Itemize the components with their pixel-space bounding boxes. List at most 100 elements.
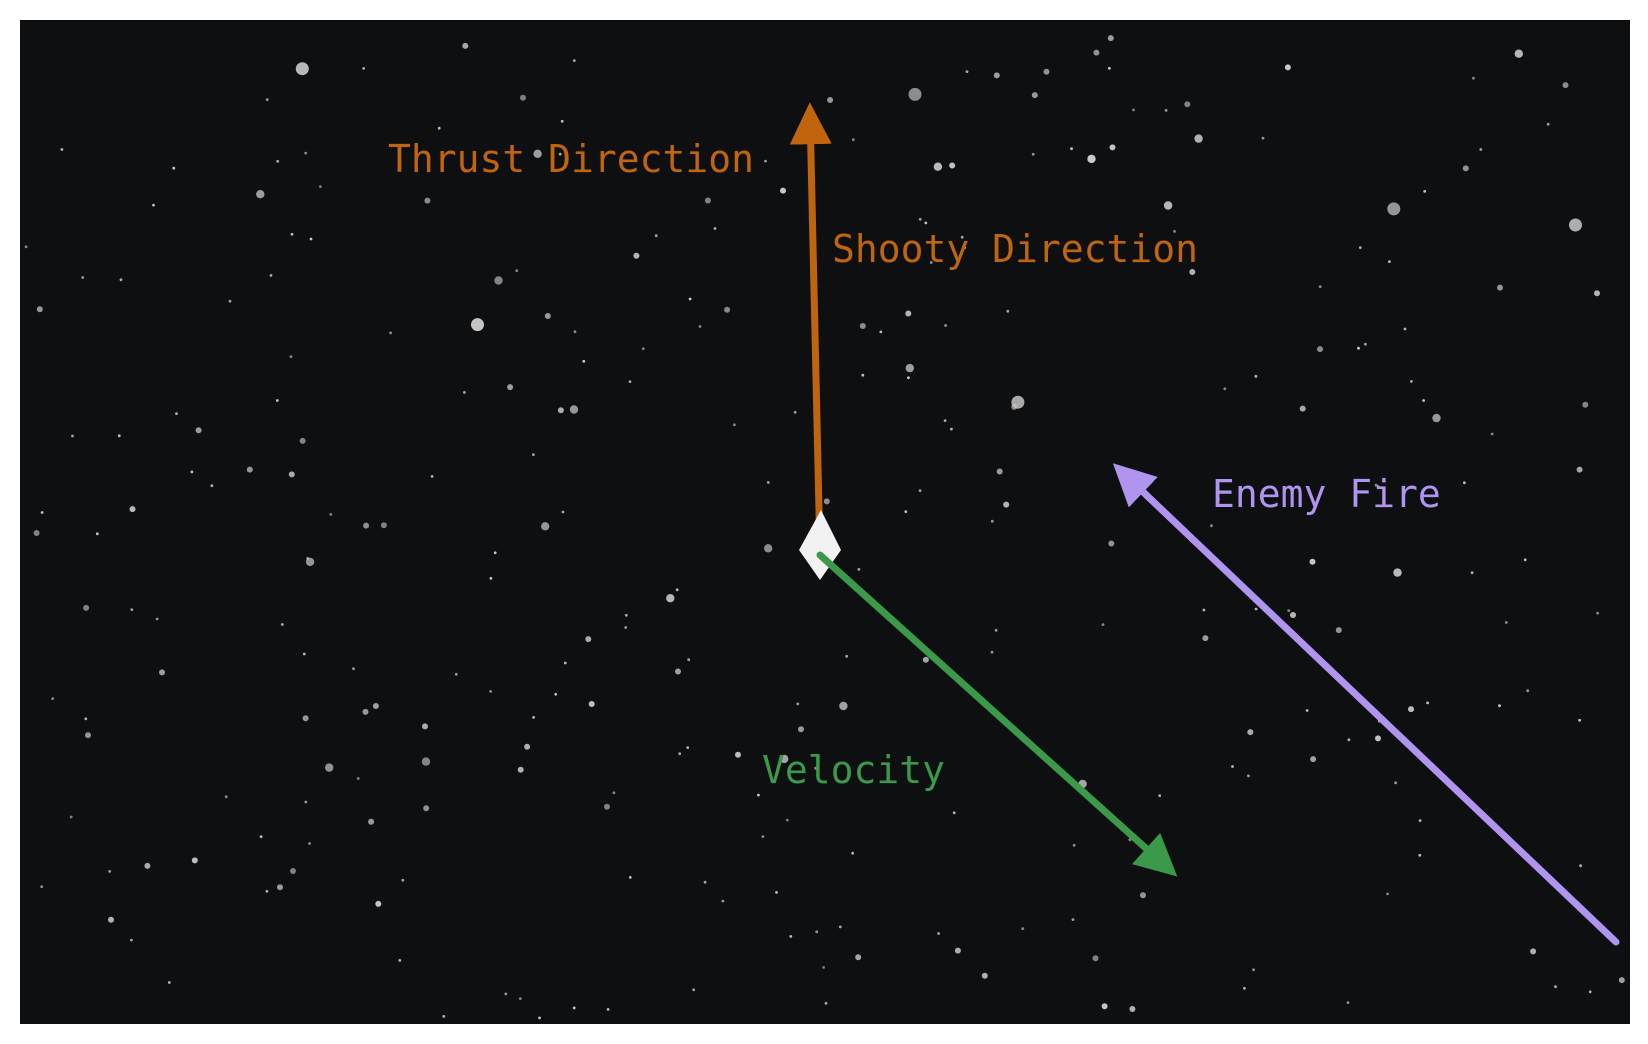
star-icon: [859, 323, 866, 329]
star-icon: [757, 793, 760, 797]
star-icon: [785, 818, 789, 822]
star-icon: [504, 992, 508, 996]
star-icon: [302, 715, 309, 722]
star-icon: [117, 434, 121, 438]
star-icon: [851, 138, 855, 142]
star-icon: [85, 732, 91, 739]
star-icon: [305, 557, 315, 567]
star-icon: [1426, 701, 1429, 705]
star-icon: [494, 276, 503, 285]
star-icon: [918, 489, 922, 492]
star-icon: [1462, 165, 1469, 172]
star-icon: [533, 149, 542, 158]
star-icon: [290, 868, 296, 874]
star-icon: [159, 669, 165, 676]
star-icon: [933, 162, 943, 171]
star-icon: [1184, 101, 1191, 108]
star-icon: [624, 626, 628, 629]
star-icon: [1576, 466, 1583, 473]
star-icon: [1243, 986, 1246, 990]
star-icon: [572, 1006, 576, 1010]
star-icon: [1569, 218, 1582, 232]
star-icon: [1108, 66, 1111, 70]
star-icon: [688, 297, 692, 301]
star-icon: [1070, 147, 1073, 151]
star-icon: [1101, 1003, 1108, 1010]
star-icon: [1310, 756, 1317, 763]
star-icon: [960, 235, 964, 239]
star-icon: [518, 997, 522, 1000]
star-icon: [1254, 374, 1258, 378]
star-icon: [1578, 718, 1581, 722]
star-icon: [861, 373, 865, 377]
star-icon: [280, 623, 284, 626]
star-icon: [588, 701, 595, 707]
star-icon: [1140, 892, 1146, 899]
star-icon: [1530, 948, 1537, 955]
star-icon: [259, 835, 263, 839]
star-icon: [81, 276, 85, 279]
star-icon: [1210, 524, 1213, 528]
star-icon: [1287, 609, 1291, 612]
star-icon: [666, 594, 675, 603]
vector-diagram: [24, 35, 1625, 1020]
star-icon: [1387, 202, 1401, 216]
star-icon: [965, 70, 969, 73]
star-icon: [990, 519, 994, 523]
star-icon: [462, 42, 469, 49]
star-icon: [389, 331, 392, 335]
star-icon: [308, 842, 311, 845]
star-icon: [1418, 819, 1422, 822]
star-icon: [1189, 269, 1196, 275]
star-icon: [375, 900, 382, 907]
star-icon: [1299, 405, 1306, 412]
star-icon: [454, 672, 458, 676]
star-icon: [1582, 401, 1589, 408]
star-icon: [442, 1015, 446, 1018]
star-icon: [119, 278, 123, 282]
star-icon: [604, 803, 610, 810]
star-icon: [276, 159, 280, 163]
star-icon: [1247, 774, 1250, 778]
star-icon: [471, 318, 484, 332]
star-icon: [1071, 918, 1075, 921]
star-icon: [489, 690, 492, 693]
star-icon: [560, 119, 564, 123]
enemy-fire-label: Enemy Fire: [1212, 472, 1441, 516]
star-icon: [585, 636, 592, 643]
star-icon: [1108, 540, 1115, 547]
star-icon: [398, 959, 402, 962]
star-icon: [83, 604, 90, 611]
star-icon: [824, 1001, 828, 1005]
star-icon: [1514, 49, 1524, 58]
star-icon: [1129, 1006, 1136, 1012]
star-icon: [172, 166, 176, 170]
star-icon: [515, 269, 519, 273]
star-icon: [362, 708, 369, 715]
star-icon: [1479, 148, 1483, 151]
star-icon: [1254, 607, 1258, 611]
star-icon: [130, 938, 133, 942]
star-icon: [1526, 689, 1530, 693]
star-icon: [1231, 765, 1234, 768]
star-icon: [924, 221, 928, 225]
star-icon: [713, 227, 717, 230]
star-icon: [1101, 623, 1105, 626]
star-icon: [1432, 413, 1441, 423]
star-icon: [1463, 481, 1466, 485]
star-icon: [190, 470, 194, 474]
star-icon: [798, 726, 804, 733]
enemy-fire-arrow: [1112, 463, 1620, 946]
star-icon: [1194, 134, 1203, 143]
star-icon: [796, 702, 800, 706]
star-icon: [40, 885, 44, 889]
star-icon: [24, 245, 28, 249]
star-icon: [735, 751, 741, 758]
star-icon: [304, 800, 308, 804]
star-icon: [678, 752, 682, 756]
star-icon: [944, 324, 947, 327]
star-icon: [1374, 483, 1378, 487]
star-icon: [256, 190, 265, 199]
star-icon: [1364, 342, 1367, 346]
star-icon: [33, 530, 40, 536]
